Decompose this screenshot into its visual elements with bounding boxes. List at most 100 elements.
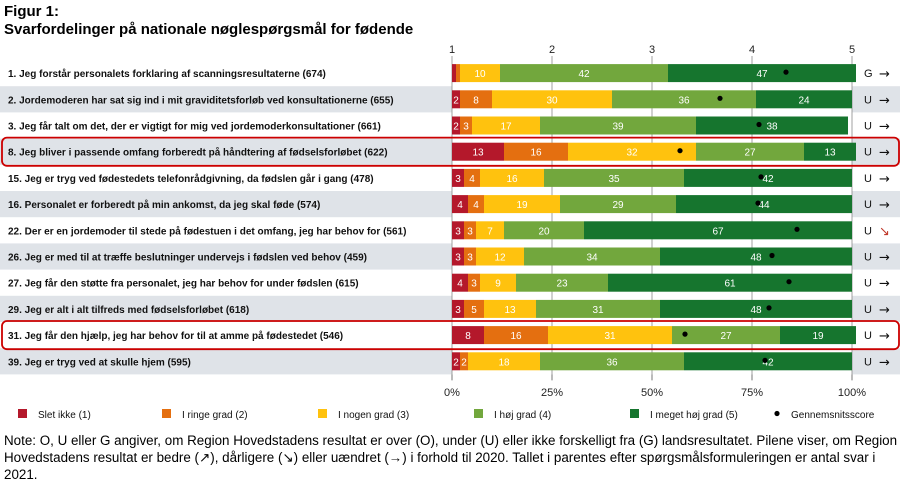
legend-swatch (318, 409, 327, 418)
trend-arrow: → (879, 172, 890, 187)
bar-value-label: 9 (495, 279, 501, 290)
bar-segment (452, 299, 464, 318)
bar-segment (684, 168, 852, 187)
bar-value-label: 8 (465, 331, 471, 342)
bar-value-label: 17 (500, 122, 512, 133)
question-label: 22. Der er en jordemoder til stede på fø… (8, 225, 406, 237)
bar-segment (660, 299, 852, 318)
mean-score-dot (677, 148, 683, 154)
status-letter: U (864, 330, 872, 342)
bar-value-label: 10 (474, 69, 486, 80)
bar-value-label: 3 (467, 253, 473, 264)
bar-segment (452, 168, 464, 187)
row-shade (0, 348, 452, 375)
figure-title: Svarfordelinger på nationale nøglespørgs… (4, 21, 414, 38)
bar-segment (548, 326, 672, 345)
bar-value-label: 42 (762, 357, 774, 368)
bar-segment (608, 273, 852, 292)
legend-mean-dot (774, 410, 780, 417)
bar-value-label: 23 (556, 279, 568, 290)
bar-value-label: 39 (612, 122, 624, 133)
status-letter: U (864, 94, 872, 106)
question-label: 26. Jeg er med til at træffe beslutninge… (8, 253, 367, 264)
bar-value-label: 4 (473, 200, 479, 211)
bottom-axis-tick-label: 75% (741, 387, 763, 399)
mean-score-dot (755, 200, 761, 206)
bar-segment (460, 352, 468, 371)
row-highlight-box (1, 320, 900, 351)
bar-segment (452, 195, 468, 214)
bar-value-label: 4 (457, 200, 463, 211)
bar-value-label: 16 (506, 174, 518, 185)
question-label: 16. Personalet er forberedt på min ankom… (8, 199, 320, 211)
bar-segment (452, 116, 460, 135)
bar-value-label: 18 (498, 357, 510, 368)
bar-value-label: 42 (578, 69, 590, 80)
bar-segment (676, 195, 852, 214)
bar-segment (468, 352, 540, 371)
bar-segment (504, 142, 568, 161)
bar-value-label: 19 (516, 200, 528, 211)
mean-score-dot (766, 305, 772, 311)
bar-value-label: 3 (455, 174, 461, 185)
row-shade (852, 295, 900, 322)
bar-value-label: 3 (471, 279, 477, 290)
legend-label: I ringe grad (2) (182, 410, 248, 421)
bar-segment (804, 142, 856, 161)
bar-segment (696, 142, 804, 161)
trend-arrow: → (879, 67, 890, 82)
status-letter: U (864, 304, 872, 316)
bar-value-label: 7 (487, 226, 493, 237)
figure-label: Figur 1: (4, 3, 59, 20)
bar-segment (464, 221, 476, 240)
bar-segment (584, 221, 852, 240)
bar-segment (544, 168, 684, 187)
bar-segment (464, 299, 484, 318)
bottom-axis-tick-label: 0% (444, 387, 460, 399)
bar-segment (452, 273, 468, 292)
row-shade (0, 243, 452, 270)
bottom-axis-tick-label: 100% (838, 387, 866, 399)
trend-arrow: → (879, 355, 890, 370)
row-highlight-box (1, 136, 900, 167)
footnote: Note: O, U eller G angiver, om Region Ho… (4, 433, 898, 482)
bar-segment (756, 90, 852, 109)
bar-value-label: 19 (812, 331, 824, 342)
bottom-axis-tick-label: 50% (641, 387, 663, 399)
legend-label: Gennemsnitsscore (791, 410, 875, 421)
top-axis-tick-label: 2 (549, 44, 555, 56)
mean-score-dot (756, 121, 762, 128)
row-shade (852, 348, 900, 375)
mean-score-dot (794, 226, 800, 232)
status-letter: U (864, 252, 872, 264)
bar-segment (464, 247, 476, 266)
bar-value-label: 31 (592, 305, 604, 316)
bar-segment (668, 64, 856, 83)
bar-segment (540, 352, 684, 371)
row-shade (0, 295, 452, 322)
legend-swatch (162, 409, 171, 418)
status-letter: U (864, 147, 872, 159)
mean-score-dot (682, 331, 688, 337)
question-label: 2. Jordemoderen har sat sig ind i mit gr… (8, 95, 394, 106)
bar-value-label: 3 (455, 226, 461, 237)
bar-segment (452, 352, 460, 371)
bar-value-label: 16 (530, 148, 542, 159)
bar-value-label: 2 (453, 357, 459, 368)
bar-value-label: 4 (469, 174, 475, 185)
row-shade (852, 191, 900, 218)
bar-segment (612, 90, 756, 109)
bar-segment (476, 247, 524, 266)
bar-segment (472, 116, 540, 135)
legend-swatch (630, 409, 639, 418)
mean-score-dot (783, 69, 789, 75)
bar-value-label: 3 (463, 122, 469, 133)
top-axis-tick-label: 1 (449, 44, 455, 56)
trend-arrow: → (879, 251, 890, 266)
bar-value-label: 29 (612, 200, 624, 211)
bar-value-label: 36 (678, 95, 690, 106)
question-label: 29. Jeg er alt i alt tilfreds med fødsel… (8, 305, 249, 316)
legend-label: Slet ikke (1) (38, 410, 91, 421)
bar-value-label: 3 (455, 305, 461, 316)
row-shade (852, 243, 900, 270)
